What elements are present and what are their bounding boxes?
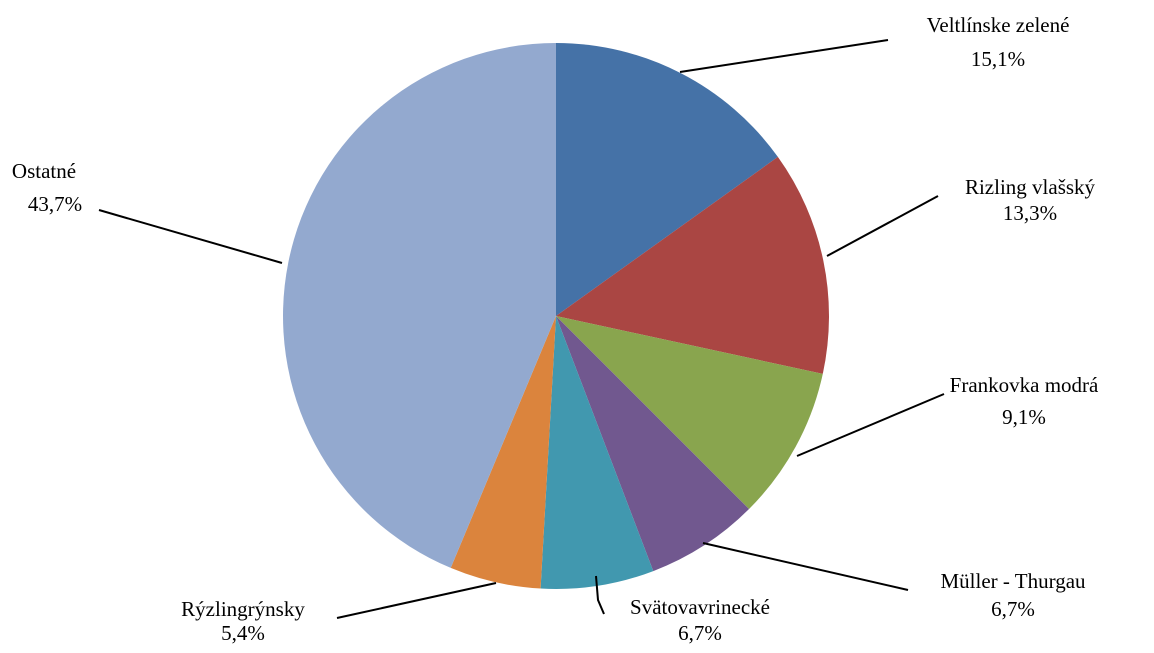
pie-slice-rizling-vlassky xyxy=(556,156,829,374)
leader-line-veltlinske-zelene xyxy=(679,39,889,73)
pie-slices xyxy=(283,43,829,589)
slice-name-label: Svätovavrinecké xyxy=(630,595,770,619)
slice-name-label: Ostatné xyxy=(12,159,76,183)
pie-slice-ryzlingrynsky xyxy=(450,316,556,589)
leader-line-svatovavrinecke xyxy=(595,575,605,615)
pie-slice-veltlinske-zelene xyxy=(556,43,778,316)
slice-value-label: 6,7% xyxy=(991,597,1035,621)
slice-labels: Veltlínske zelené 15,1% Rizling vlašský13,… xyxy=(12,13,1099,645)
pie-slice-svatovavrinecke xyxy=(540,316,654,589)
slice-name-label: Müller - Thurgau xyxy=(940,569,1086,593)
pie-slice-muller-thurgau xyxy=(556,316,750,572)
slice-value-label: 15,1% xyxy=(971,47,1025,71)
pie-slice-frankovka-modra xyxy=(556,316,823,510)
leader-line-ostatne xyxy=(98,209,283,264)
slice-name-label: Rýzlingrýnsky xyxy=(181,597,305,621)
slice-value-label: 43,7% xyxy=(28,192,82,216)
leader-line-muller-thurgau xyxy=(702,542,909,591)
pie-slice-ostatne xyxy=(283,43,556,568)
leader-line-ryzlingrynsky xyxy=(336,582,497,619)
slice-name-label: Veltlínske zelené xyxy=(927,13,1070,37)
slice-value-label: 9,1% xyxy=(1002,405,1046,429)
slice-value-label: 5,4% xyxy=(221,621,265,645)
leader-line-frankovka-modra xyxy=(796,393,945,457)
slice-name-label: Frankovka modrá xyxy=(950,373,1099,397)
slice-value-label: 13,3% xyxy=(1003,201,1057,225)
leader-line-rizling-vlassky xyxy=(826,195,939,257)
slice-name-label: Rizling vlašský xyxy=(965,175,1096,199)
leader-lines xyxy=(98,39,945,619)
slice-value-label: 6,7% xyxy=(678,621,722,645)
